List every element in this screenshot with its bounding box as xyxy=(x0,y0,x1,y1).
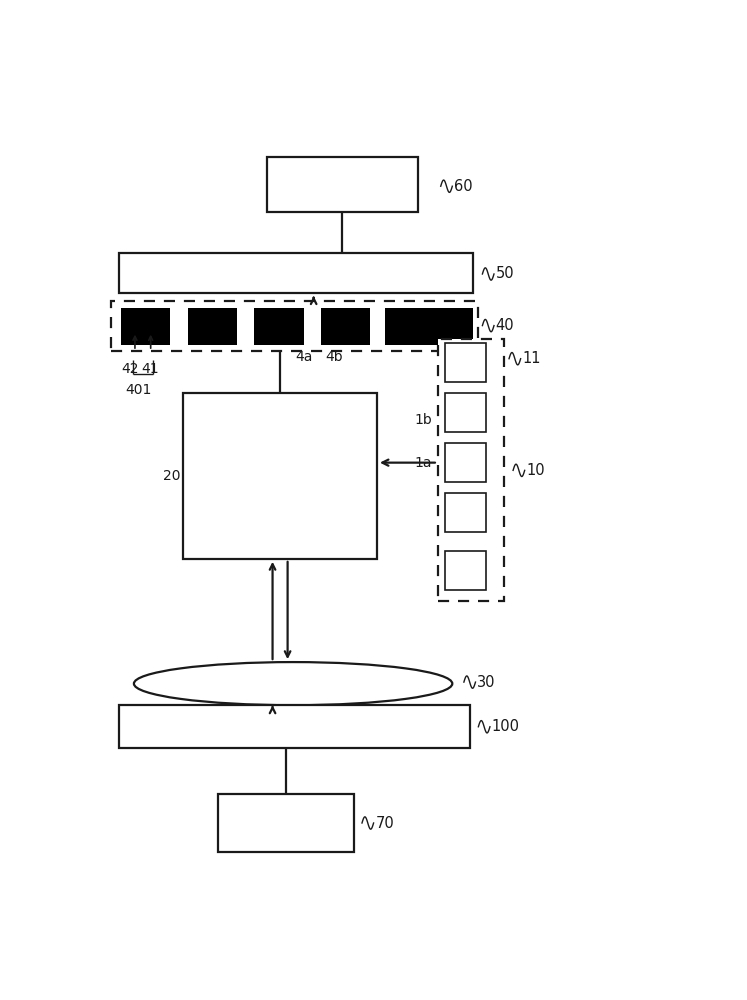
Bar xyxy=(444,443,486,482)
Text: 30: 30 xyxy=(477,675,496,690)
Bar xyxy=(218,794,354,852)
Text: 1b: 1b xyxy=(415,413,432,427)
Bar xyxy=(429,308,473,345)
Bar xyxy=(385,308,434,345)
Text: 100: 100 xyxy=(492,719,520,734)
Bar xyxy=(120,705,470,748)
Text: 20: 20 xyxy=(163,469,180,483)
Bar xyxy=(254,308,303,345)
Bar xyxy=(187,308,237,345)
Bar xyxy=(183,393,377,559)
Text: 10: 10 xyxy=(527,463,545,478)
Text: 4b: 4b xyxy=(325,350,342,364)
Bar xyxy=(444,343,486,382)
Bar xyxy=(121,308,170,345)
Ellipse shape xyxy=(134,662,453,705)
Text: 41: 41 xyxy=(141,362,159,376)
Text: 70: 70 xyxy=(375,816,394,831)
Bar xyxy=(267,157,418,212)
Bar xyxy=(321,308,370,345)
Text: 40: 40 xyxy=(496,318,515,333)
Text: 60: 60 xyxy=(454,179,473,194)
Bar xyxy=(444,393,486,432)
Text: 11: 11 xyxy=(522,351,541,366)
Bar xyxy=(444,551,486,590)
Text: 4a: 4a xyxy=(295,350,312,364)
Bar xyxy=(120,253,473,293)
Text: 50: 50 xyxy=(496,266,515,282)
Bar xyxy=(438,339,504,601)
Text: 401: 401 xyxy=(125,382,152,396)
Text: 42: 42 xyxy=(121,362,139,376)
Bar xyxy=(111,301,478,351)
Text: 1a: 1a xyxy=(415,456,432,470)
Bar xyxy=(444,493,486,532)
